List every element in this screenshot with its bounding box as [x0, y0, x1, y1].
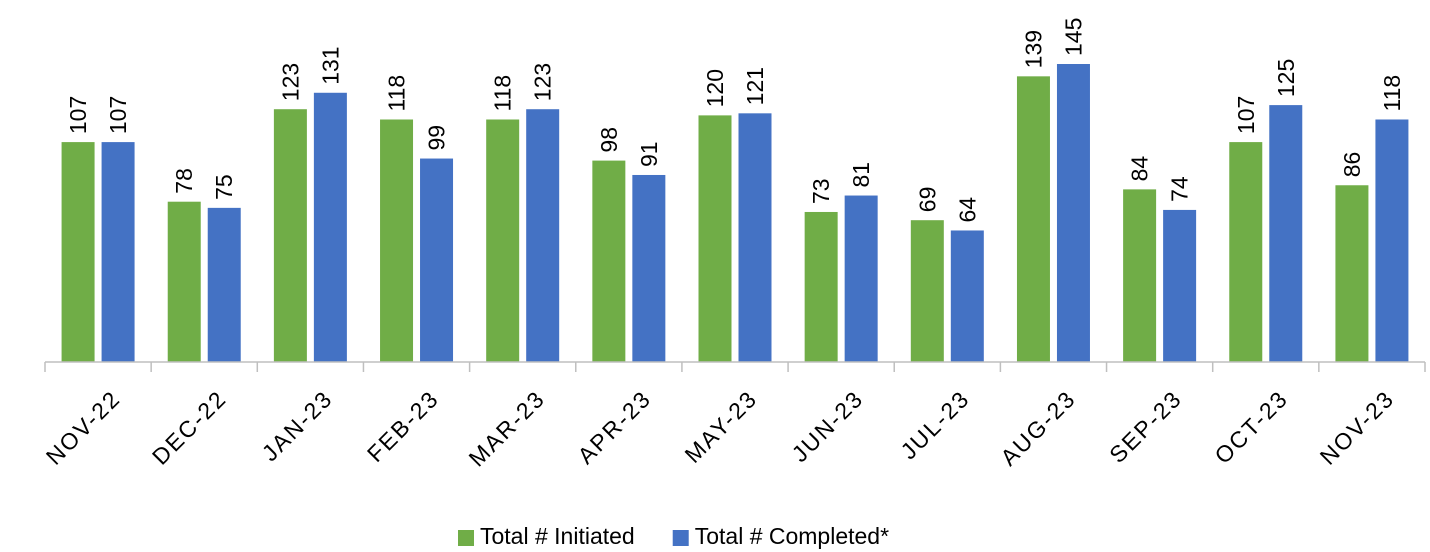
bar	[1163, 209, 1197, 362]
bar	[1123, 189, 1157, 362]
data-label: 120	[702, 69, 728, 107]
data-label: 123	[277, 63, 303, 101]
legend-label: Total # Completed*	[695, 523, 889, 549]
data-label: 86	[1339, 152, 1365, 178]
data-label: 81	[848, 162, 874, 188]
bar	[61, 142, 95, 362]
data-label: 118	[490, 75, 516, 112]
bar	[526, 109, 560, 362]
bar	[313, 92, 347, 363]
bar	[101, 142, 135, 362]
legend-swatch	[458, 530, 474, 546]
bar	[486, 119, 520, 362]
data-label: 99	[424, 125, 450, 151]
bar	[910, 220, 944, 362]
legend-swatch	[672, 530, 689, 546]
bar	[844, 195, 878, 362]
data-label: 78	[171, 168, 197, 194]
x-tick-label: NOV-23	[1315, 385, 1400, 470]
bar	[1229, 142, 1263, 362]
bar	[420, 158, 454, 362]
x-tick-label: JAN-23	[257, 385, 338, 466]
bar	[950, 230, 984, 362]
x-tick-label: JUN-23	[787, 385, 869, 467]
x-tick-label: SEP-23	[1104, 385, 1187, 468]
data-label: 98	[596, 127, 622, 153]
data-label: 118	[384, 75, 410, 112]
x-tick-label: MAR-23	[464, 385, 551, 472]
bar	[1056, 64, 1090, 362]
bar	[1016, 76, 1050, 363]
bar	[632, 174, 666, 362]
data-label: 131	[317, 46, 343, 84]
data-label: 107	[65, 96, 91, 134]
x-tick-label: OCT-23	[1209, 385, 1293, 469]
data-label: 73	[808, 178, 834, 204]
bar	[1335, 185, 1369, 362]
x-tick-label: NOV-22	[41, 385, 126, 470]
data-label: 69	[914, 187, 940, 213]
data-label: 107	[1233, 96, 1259, 134]
bar	[804, 211, 838, 362]
x-tick-label: FEB-23	[362, 385, 444, 467]
data-label: 91	[636, 141, 662, 167]
data-label: 107	[105, 96, 131, 134]
bar	[273, 109, 307, 362]
data-label: 118	[1379, 75, 1405, 112]
x-tick-label: DEC-22	[147, 385, 232, 470]
bar	[1269, 105, 1303, 362]
bar	[698, 115, 732, 363]
x-tick-label: APR-23	[572, 385, 656, 469]
bar	[592, 160, 626, 362]
bar	[167, 201, 201, 362]
data-label: 121	[742, 67, 768, 105]
x-tick-label: AUG-23	[995, 385, 1081, 471]
data-label: 145	[1060, 18, 1086, 56]
data-label: 139	[1020, 30, 1046, 68]
bar	[380, 119, 414, 362]
data-label: 125	[1273, 59, 1299, 97]
bar	[1375, 119, 1409, 362]
bar	[738, 113, 772, 363]
data-label: 123	[530, 63, 556, 101]
data-label: 75	[211, 174, 237, 200]
legend-label: Total # Initiated	[480, 523, 635, 549]
bar	[207, 207, 241, 362]
data-label: 64	[954, 197, 980, 223]
x-tick-label: JUL-23	[895, 385, 974, 464]
data-label: 84	[1127, 156, 1153, 182]
x-tick-label: MAY-23	[679, 385, 762, 468]
data-label: 74	[1167, 176, 1193, 202]
